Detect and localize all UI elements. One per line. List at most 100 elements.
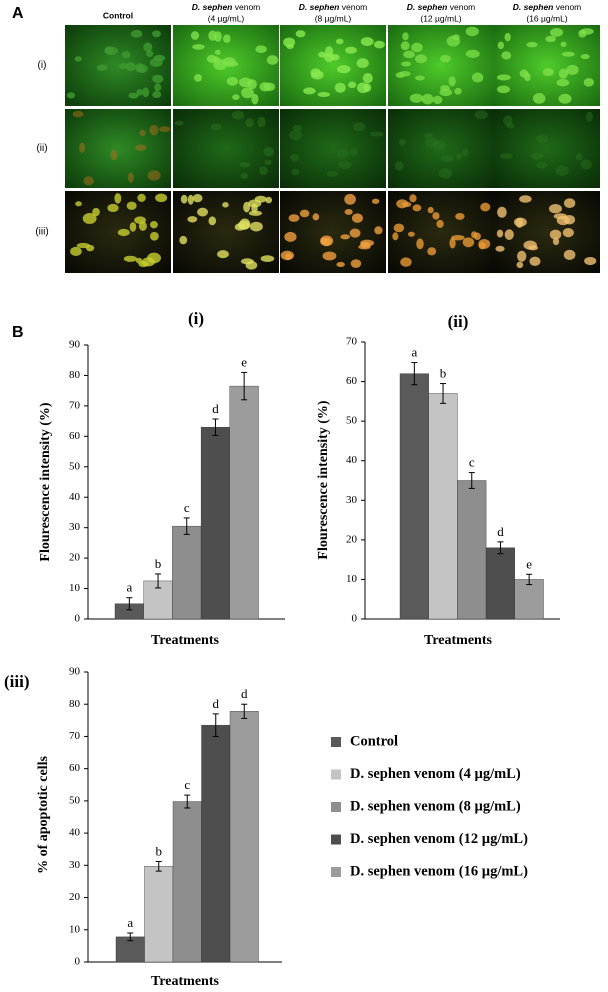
y-axis-label: Flourescence intensity (%) [316,400,331,559]
error-bar [212,713,219,737]
y-tick-label: 90 [69,666,81,678]
cell [75,201,82,207]
cell [136,64,148,73]
cell [448,76,456,87]
cell [356,58,369,69]
cell [440,54,451,63]
cell [402,32,409,41]
cell [497,206,507,218]
cell [556,79,570,87]
cell [248,210,263,216]
cell [504,32,511,42]
micrograph [280,109,386,188]
cell [578,29,587,38]
significance-letter: c [469,455,475,470]
cell [280,250,294,261]
cell [303,87,316,95]
cell [344,193,356,205]
cell [523,240,537,250]
cell [555,165,569,176]
cell [337,149,350,159]
cell [174,120,184,126]
cell [496,85,510,94]
cell [317,51,328,58]
cell [552,237,560,246]
y-tick-label: 10 [69,923,81,935]
cell [142,87,150,98]
cell [415,75,425,81]
cell [208,30,218,41]
cell [536,134,549,144]
cell [400,257,412,267]
cell [433,139,446,150]
cell [317,91,331,98]
significance-letter: b [156,843,163,858]
chart-title: (ii) [448,312,469,331]
micrograph [280,25,386,106]
cell [214,49,221,55]
cell [400,41,410,51]
cell [427,206,434,214]
cell [147,170,161,181]
y-axis-label: Flourescence intensity (%) [38,402,53,561]
cell [222,202,229,208]
cell [245,260,258,270]
cell [259,166,268,176]
cell [408,231,415,237]
significance-letter: d [497,524,504,539]
cell [245,118,254,128]
cell [138,221,147,231]
cell [516,261,524,269]
cell [550,28,564,37]
cell [396,199,409,209]
cell [286,43,294,50]
legend-swatch [331,867,341,877]
cell [249,221,263,232]
cell [72,110,84,118]
cell [149,231,159,241]
cell [349,228,361,238]
error-bar [526,573,533,586]
significance-letter: a [127,915,133,930]
cell [141,257,155,267]
x-axis-label: Treatments [151,974,219,989]
legend-swatch [331,802,341,812]
cell [241,87,254,99]
cell [462,148,469,157]
significance-letter: d [212,401,219,416]
cell [239,161,251,168]
column-header-dose: (12 µg/mL) [420,13,461,23]
cell [560,41,567,47]
error-bar [241,703,248,719]
error-bar [468,472,475,489]
cell [187,216,198,223]
cell [556,215,570,226]
bar [229,385,259,620]
bar [201,724,231,963]
cell [152,90,162,98]
significance-letter: d [213,696,220,711]
y-axis-label: % of apoptotic cells [36,756,51,874]
column-header-text: venom [339,2,367,12]
cell [421,93,434,105]
cell [104,46,114,54]
cell [530,152,544,160]
cell [584,256,597,266]
cell [455,212,465,220]
cell [70,246,82,257]
cell [519,69,529,78]
y-tick-label: 90 [69,339,81,351]
cell [465,49,480,59]
cell [114,193,122,204]
cell [499,153,513,159]
column-header-italic: D. sephen [513,2,554,12]
bar [172,525,202,620]
cell [288,214,300,222]
y-tick-label: 70 [346,336,358,348]
significance-letter: c [184,500,190,515]
column-header-dose: (4 µg/mL) [208,13,245,23]
cell [243,201,251,213]
legend-swatch [331,834,341,845]
column-header: D. sephen venom [192,2,261,12]
